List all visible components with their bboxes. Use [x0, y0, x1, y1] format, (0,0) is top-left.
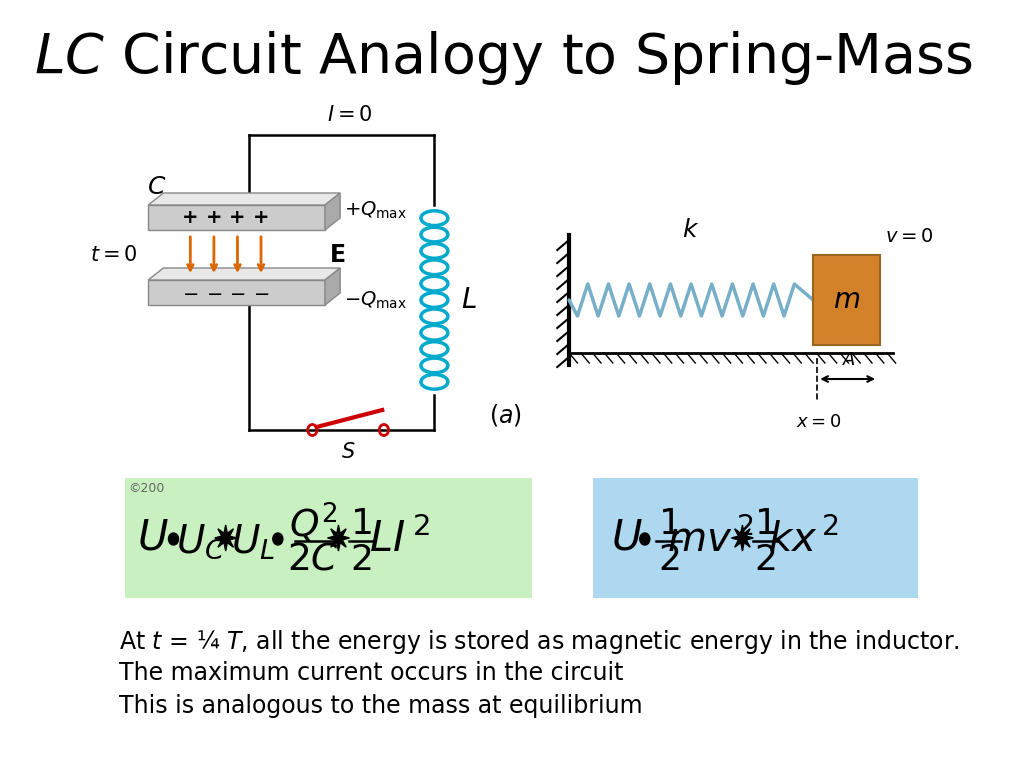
Text: $I = 0$: $I = 0$: [328, 105, 373, 125]
Polygon shape: [148, 205, 325, 230]
Text: $1$: $1$: [350, 507, 372, 541]
Text: $1$: $1$: [755, 507, 776, 541]
Text: $mv^{\,2}$: $mv^{\,2}$: [667, 519, 754, 561]
Text: $-$: $-$: [253, 283, 269, 302]
Text: $LI^{\,2}$: $LI^{\,2}$: [369, 518, 429, 561]
Text: +: +: [229, 208, 246, 227]
Text: $U$: $U$: [136, 517, 168, 559]
Text: $m$: $m$: [834, 286, 860, 314]
Text: $t = 0$: $t = 0$: [90, 245, 138, 265]
Text: $L$: $L$: [462, 286, 477, 314]
Text: ©200: ©200: [128, 482, 165, 495]
Text: $kx^{\,2}$: $kx^{\,2}$: [768, 519, 839, 561]
Text: +: +: [253, 208, 269, 227]
Text: $+Q_{\rm max}$: $+Q_{\rm max}$: [343, 200, 407, 220]
Text: $C$: $C$: [147, 175, 166, 199]
Text: $1$: $1$: [657, 507, 679, 541]
FancyBboxPatch shape: [813, 255, 881, 345]
Text: $A$: $A$: [842, 351, 856, 369]
Text: $2$: $2$: [755, 543, 776, 577]
Text: $U_L$: $U_L$: [230, 522, 274, 561]
FancyBboxPatch shape: [125, 478, 532, 598]
Polygon shape: [328, 525, 349, 551]
Text: This is analogous to the mass at equilibrium: This is analogous to the mass at equilib…: [119, 694, 642, 718]
Text: $-$: $-$: [229, 283, 246, 302]
Circle shape: [272, 533, 283, 545]
Text: $-$: $-$: [182, 283, 199, 302]
Text: At $t$ = ¼ $T$, all the energy is stored as magnetic energy in the inductor.: At $t$ = ¼ $T$, all the energy is stored…: [119, 628, 959, 656]
Polygon shape: [325, 193, 340, 230]
FancyBboxPatch shape: [593, 478, 919, 598]
Polygon shape: [148, 280, 325, 305]
Polygon shape: [148, 268, 340, 280]
Text: $x = 0$: $x = 0$: [797, 413, 842, 431]
Polygon shape: [148, 193, 340, 205]
Circle shape: [168, 533, 178, 545]
Text: $U_C$: $U_C$: [176, 523, 225, 561]
Text: $2$: $2$: [350, 543, 372, 577]
Text: $2$: $2$: [657, 543, 679, 577]
Text: $-Q_{\rm max}$: $-Q_{\rm max}$: [343, 290, 407, 310]
Text: $2C$: $2C$: [288, 542, 339, 578]
Text: $\it{LC}$ Circuit Analogy to Spring-Mass: $\it{LC}$ Circuit Analogy to Spring-Mass: [34, 29, 973, 87]
Polygon shape: [215, 525, 237, 551]
Text: $(a)$: $(a)$: [489, 402, 522, 428]
Text: $Q^2$: $Q^2$: [289, 502, 337, 546]
Text: +: +: [206, 208, 222, 227]
Text: The maximum current occurs in the circuit: The maximum current occurs in the circui…: [119, 661, 624, 685]
Text: $-$: $-$: [206, 283, 222, 302]
Text: $U$: $U$: [611, 517, 643, 559]
Text: $v = 0$: $v = 0$: [885, 227, 933, 247]
Polygon shape: [325, 268, 340, 305]
Circle shape: [640, 533, 650, 545]
Text: $k$: $k$: [682, 218, 699, 242]
Text: +: +: [182, 208, 199, 227]
Text: $\mathbf{E}$: $\mathbf{E}$: [329, 243, 345, 267]
Text: $S$: $S$: [341, 442, 355, 462]
Polygon shape: [731, 525, 754, 551]
